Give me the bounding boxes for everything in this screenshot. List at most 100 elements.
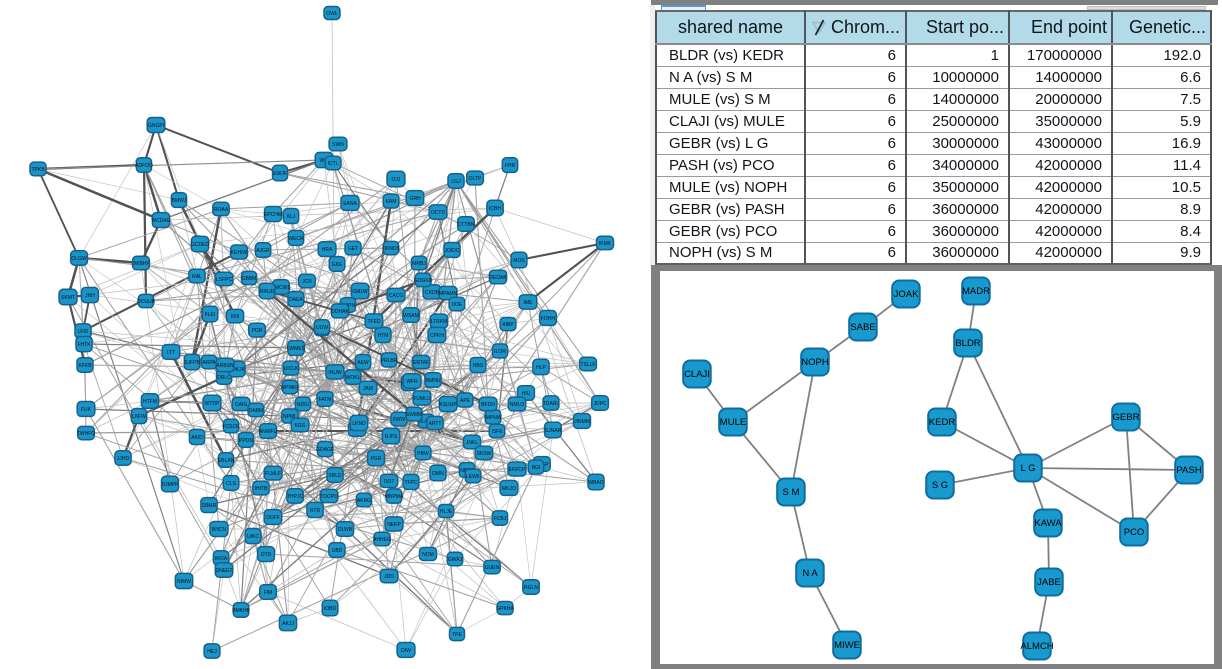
svg-text:PBW: PBW [417,451,429,457]
svg-text:ERTAF: ERTAF [413,360,429,366]
svg-text:BMKHB: BMKHB [232,608,250,614]
svg-text:GET: GET [348,246,358,252]
svg-text:JOAK: JOAK [894,289,919,300]
svg-text:RGLN: RGLN [524,585,538,591]
svg-text:MULE: MULE [720,417,746,428]
svg-text:TSLLF: TSLLF [580,362,595,368]
svg-text:GDAGF: GDAGF [316,447,334,453]
svg-text:KSUUP: KSUUP [439,402,457,408]
svg-text:WTDP: WTDP [205,401,220,407]
svg-text:PPDN: PPDN [239,438,253,444]
svg-text:LFID: LFID [78,329,89,335]
svg-text:RJFS: RJFS [385,434,398,440]
svg-text:DMN: DMN [432,471,444,477]
svg-text:KNI: KNI [231,314,239,320]
svg-text:ILOR: ILOR [494,349,506,355]
svg-text:SABE: SABE [850,322,875,333]
svg-text:SJFPB: SJFPB [184,360,200,366]
svg-text:NMCWS: NMCWS [271,285,291,291]
svg-text:CPKH: CPKH [430,333,444,339]
svg-text:JDPC: JDPC [593,401,606,407]
svg-text:AHHEG: AHHEG [373,537,391,543]
svg-text:DOFF: DOFF [266,515,280,521]
svg-text:SRLD: SRLD [328,473,342,479]
svg-text:RMNU: RMNU [426,378,441,384]
svg-text:NMLO: NMLO [510,402,525,408]
svg-text:UIKC: UIKC [247,534,259,540]
svg-text:TWHFO: TWHFO [77,431,95,437]
svg-text:LKFW: LKFW [132,414,146,420]
svg-text:POR: POR [252,328,263,334]
svg-text:FLEI: FLEI [205,312,216,318]
svg-text:CKDB: CKDB [425,290,440,296]
svg-text:CTTBN: CTTBN [458,222,475,228]
svg-text:HEJ: HEJ [207,649,217,655]
svg-text:PCO: PCO [1124,527,1145,538]
svg-text:DEDAB: DEDAB [489,275,507,281]
svg-text:JCR: JCR [302,279,312,285]
svg-text:BLDR: BLDR [955,338,980,349]
svg-text:TDARL: TDARL [543,401,560,407]
svg-text:AEW: AEW [357,360,369,366]
svg-text:ISFK: ISFK [491,429,503,435]
svg-text:OCTD: OCTD [431,210,446,216]
svg-text:LKND: LKND [352,421,366,427]
svg-text:LTRKM: LTRKM [431,319,448,325]
svg-text:DDHAK: DDHAK [331,309,349,315]
svg-text:DLWB: DLWB [338,527,353,533]
svg-text:LEWF: LEWF [466,474,480,480]
svg-text:CLAJI: CLAJI [684,369,710,380]
svg-text:N A: N A [802,568,818,579]
svg-text:FCBJ: FCBJ [494,516,507,522]
svg-text:UUW: UUW [316,325,328,331]
svg-text:TFED: TFED [367,319,380,325]
svg-text:S G: S G [932,480,948,491]
svg-text:DABM: DABM [249,408,263,414]
svg-text:INUW: INUW [328,370,342,376]
svg-text:GKE: GKE [332,262,343,268]
svg-text:WOKL: WOKL [346,375,361,381]
svg-text:NIMW: NIMW [177,579,191,585]
svg-text:OKNDS: OKNDS [382,246,400,252]
svg-text:IIOE: IIOE [452,302,463,308]
svg-text:AKID: AKID [191,435,203,441]
svg-text:ICTL: ICTL [328,161,339,167]
svg-text:PRLBR: PRLBR [381,358,398,364]
svg-text:RTR: RTR [310,508,321,514]
svg-text:FHR: FHR [505,163,516,169]
svg-text:NEKP: NEKP [387,522,401,528]
svg-text:IHITB: IHITB [255,486,268,492]
svg-text:MPAMN: MPAMN [439,291,458,297]
svg-text:LSFPC: LSFPC [216,277,233,283]
svg-text:KAWA: KAWA [1034,518,1062,529]
svg-text:ADFOO: ADFOO [135,163,153,169]
svg-text:IOBD: IOBD [324,606,337,612]
svg-text:DAEA: DAEA [289,297,303,303]
svg-text:OOT: OOT [384,479,395,485]
svg-text:UICLK: UICLK [284,366,299,372]
svg-text:APE: APE [460,398,471,404]
svg-text:FATM: FATM [319,397,332,403]
svg-text:UUEN: UUEN [485,565,500,571]
svg-text:DTD: DTD [261,552,272,558]
svg-text:KGG: KGG [294,423,305,429]
svg-text:MIWE: MIWE [834,640,860,651]
svg-text:HTFM: HTFM [143,399,157,405]
svg-text:MRBJ: MRBJ [412,261,426,267]
svg-text:ARPA: ARPA [202,360,216,366]
svg-text:CACG: CACG [389,293,404,299]
svg-text:WCDAG: WCDAG [151,218,170,224]
svg-text:FCSCK: FCSCK [223,424,241,430]
svg-text:TFPC: TFPC [404,480,417,486]
svg-text:THPJC: THPJC [287,494,304,500]
svg-text:HLJE: HLJE [440,509,453,515]
svg-text:FLMLF: FLMLF [265,471,281,477]
svg-text:LTT: LTT [167,350,176,356]
svg-text:KAM: KAM [386,199,397,205]
svg-text:FDHH: FDHH [541,316,555,322]
svg-text:EKFCP: EKFCP [509,467,526,473]
svg-text:LGJ: LGJ [451,179,461,185]
svg-text:FUK: FUK [81,407,92,413]
svg-text:OAIG: OAIG [235,402,248,408]
svg-text:OWL: OWL [326,11,338,17]
